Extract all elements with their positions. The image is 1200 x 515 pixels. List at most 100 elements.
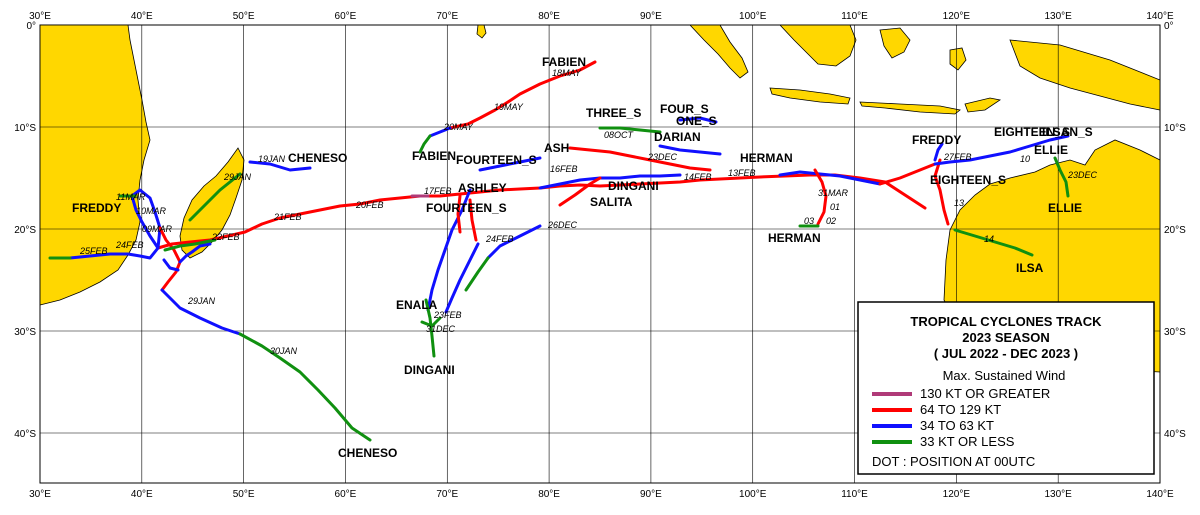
date-31mar: 31MAR [818,188,849,198]
track-freddy-blue2 [162,242,212,272]
track-enala-blue [444,224,542,314]
date-29jan-b: 29JAN [187,296,216,306]
date-20feb: 20FEB [355,200,384,210]
track-herman-blue [778,170,882,186]
latitude-tick-label: 0° [26,21,36,32]
lesser-sunda-landmass [859,101,961,115]
storm-labels: FREDDY FREDDY CHENESO CHENESO FABIEN FAB… [72,55,1093,460]
date-31dec: 31DEC [426,324,456,334]
date-09mar: 09MAR [142,224,173,234]
track-eighteen-blue [933,134,1070,166]
date-01: 01 [830,202,840,212]
track-ilsa-green [953,228,1034,257]
longitude-tick-label: 40°E [131,11,153,22]
legend-wind-heading: Max. Sustained Wind [943,368,1066,383]
madagascar-landmass [179,147,245,259]
longitude-tick-label: 50°E [233,489,255,500]
track-fabien-red [448,60,597,130]
longitude-tick-label: 70°E [436,489,458,500]
legend-title-line3: ( JUL 2022 - DEC 2023 ) [934,346,1078,361]
latitude-tick-label: 0° [1164,21,1174,32]
track-cheneso-blue [160,160,312,336]
date-08oct: 08OCT [604,130,635,140]
label-eighteen-s-bottom: EIGHTEEN_S [930,173,1006,187]
label-fourteen-s-bottom: FOURTEEN_S [426,201,507,215]
date-13: 13 [954,198,964,208]
date-22feb: 22FEB [211,232,240,242]
track-fourteen-blue [426,156,542,312]
track-freddy-blue [68,188,162,260]
sumatra-landmass [689,24,749,79]
track-fourteen-red [456,194,478,242]
sulawesi-landmass [879,27,911,59]
label-herman-bottom: HERMAN [768,231,821,245]
longitude-tick-label: 120°E [943,11,971,22]
date-26dec: 26DEC [547,220,578,230]
java-landmass [769,87,851,105]
longitude-tick-label: 90°E [640,11,662,22]
label-three-s: THREE_S [586,106,641,120]
graticule [39,24,1161,483]
date-14: 14 [984,234,994,244]
label-salita: SALITA [590,195,633,209]
longitude-tick-label: 110°E [841,11,868,22]
date-10: 10 [1020,154,1030,164]
label-eighteen-s-top: EIGHTEEN_S [994,125,1070,139]
track-four-s-blue [658,116,722,156]
label-ilsa: ILSA [1016,261,1044,275]
legend-label-130kt: 130 KT OR GREATER [920,386,1050,401]
date-30jan: 30JAN [270,346,298,356]
longitude-tick-label: 80°E [538,11,560,22]
latitude-tick-label: 30°S [1164,327,1186,338]
track-salita [558,176,602,207]
label-freddy-west: FREDDY [72,201,121,215]
longitude-tick-label: 140°E [1146,11,1174,22]
track-fabien-green [418,134,432,154]
legend-label-34kt: 34 TO 63 KT [920,418,994,433]
longitude-tick-label: 140°E [1146,489,1174,500]
moluccas-landmass [949,47,967,71]
track-herman-red [813,168,828,226]
label-darian: DARIAN [654,130,701,144]
timor-landmass [964,97,1002,113]
longitude-tick-label: 100°E [739,11,767,22]
date-24feb: 24FEB [115,240,144,250]
longitude-tick-label: 100°E [739,489,767,500]
track-cheneso-green [163,172,372,442]
longitude-tick-label: 50°E [233,11,255,22]
track-fabien-blue [428,126,452,138]
label-dingani-bottom: DINGANI [404,363,455,377]
label-ellie-top: ELLIE [1034,143,1068,157]
date-25feb: 25FEB [79,246,108,256]
label-herman-top: HERMAN [740,151,793,165]
date-02: 02 [826,216,836,226]
longitude-labels-top: 30°E 40°E 50°E 60°E 70°E 80°E 90°E 100°E 110°E 12… [29,11,1174,22]
date-19may: 19MAY [494,102,524,112]
date-24feb-b: 24FEB [485,234,514,244]
label-cheneso-top: CHENESO [288,151,347,165]
legend-title-line2: 2023 SEASON [962,330,1049,345]
label-fourteen-s-top: FOURTEEN_S [456,153,537,167]
longitude-tick-label: 130°E [1045,489,1073,500]
date-29jan: 29JAN [223,172,252,182]
label-fabien-top: FABIEN [542,55,586,69]
date-03: 03 [804,216,814,226]
track-freddy-green [48,194,137,260]
label-four-s: FOUR_S [660,102,709,116]
latitude-tick-label: 20°S [1164,225,1186,236]
track-three-s-green [598,126,662,134]
latitude-tick-label: 40°S [1164,429,1186,440]
label-ellie-bottom: ELLIE [1048,201,1082,215]
label-cheneso-bottom: CHENESO [338,446,397,460]
longitude-tick-label: 80°E [538,489,560,500]
longitude-tick-label: 70°E [436,11,458,22]
longitude-tick-label: 120°E [943,489,971,500]
date-19jan: 19JAN [258,154,286,164]
date-16feb: 16FEB [550,164,578,174]
longitude-tick-label: 60°E [335,489,357,500]
latitude-tick-label: 30°S [14,327,36,338]
date-labels: 19JAN 29JAN 30JAN 29JAN 11MAR 10MAR 25FE… [79,68,1098,356]
label-fabien-bottom: FABIEN [412,149,456,163]
